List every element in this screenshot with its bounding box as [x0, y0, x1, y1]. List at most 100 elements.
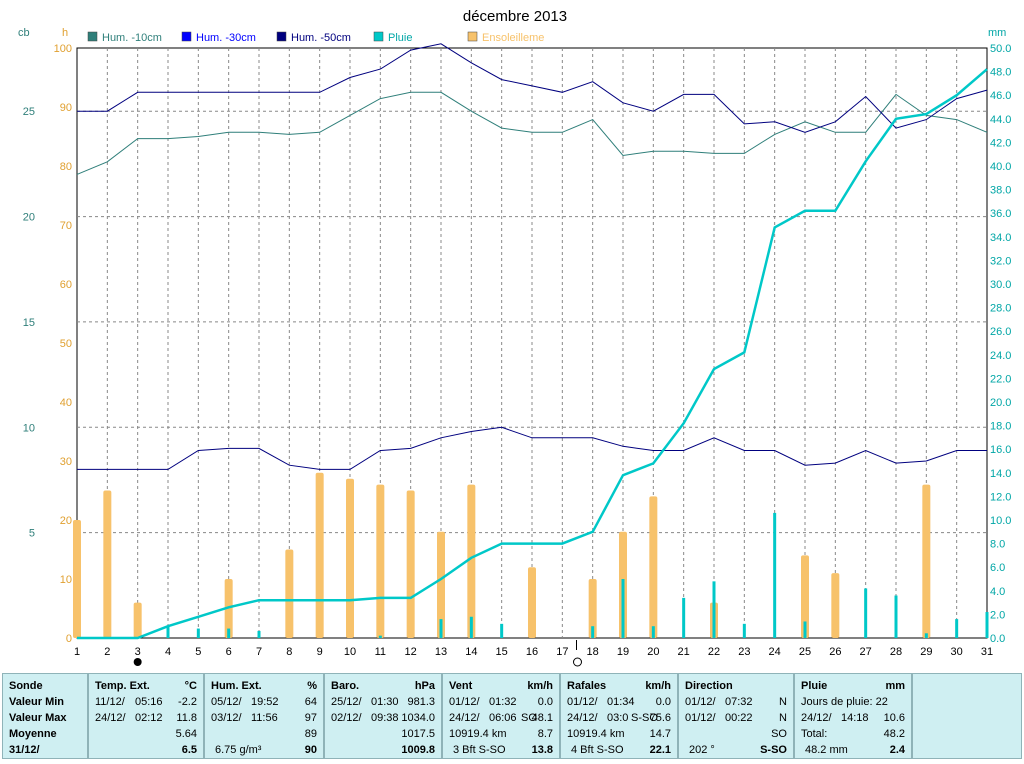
sunshine-bar	[346, 478, 354, 638]
direction-deg: 202 °	[689, 744, 715, 756]
x-tick-label: 16	[526, 646, 538, 658]
rain-bar	[773, 512, 777, 638]
hum-header: Hum. Ext.	[211, 680, 262, 692]
mm-tick-label: 34.0	[990, 232, 1011, 244]
x-tick-label: 13	[435, 646, 447, 658]
temp-current: 6.5	[181, 744, 197, 756]
direction-current: S-SO	[760, 744, 787, 756]
mm-tick-label: 44.0	[990, 114, 1011, 126]
sunshine-bar	[922, 484, 931, 638]
sunshine-bar	[437, 531, 445, 638]
sunshine-bar	[103, 490, 112, 638]
temp-avg: 5.64	[175, 728, 197, 740]
chart-grid	[76, 47, 988, 639]
baro-avg: 1017.5	[401, 728, 435, 740]
rain-bar	[924, 633, 928, 638]
mm-tick-label: 20.0	[990, 397, 1011, 409]
sonde-date: 31/12/	[9, 744, 40, 756]
mm-tick-label: 0.0	[990, 633, 1005, 645]
rain-bar	[227, 628, 231, 638]
cb-tick-label: 5	[29, 528, 35, 540]
legend-swatch	[373, 31, 384, 42]
vent-min-val: 0.0	[537, 696, 553, 708]
sunshine-bar	[285, 549, 294, 638]
x-tick-label: 20	[647, 646, 659, 658]
rain-bar	[651, 626, 655, 638]
mm-tick-label: 28.0	[990, 303, 1011, 315]
vent-header: Vent	[449, 680, 473, 692]
rafales-unit: km/h	[645, 680, 671, 692]
sonde-avg-label: Moyenne	[9, 728, 57, 740]
hum-max-time: 11:56	[251, 712, 278, 724]
direction-max-time: 00:22	[725, 712, 753, 724]
vent-unit: km/h	[527, 680, 553, 692]
x-tick-label: 6	[226, 646, 232, 658]
panel-pluie: Pluie mm Jours de pluie: 22 24/12/14:18 10…	[794, 673, 912, 759]
sunshine-bar	[133, 602, 142, 638]
direction-header: Direction	[685, 680, 733, 692]
mm-tick-label: 32.0	[990, 255, 1011, 267]
rafales-min-date: 01/12/	[567, 696, 598, 708]
pluie-total-val: 48.2	[883, 728, 905, 740]
baro-header: Baro.	[331, 680, 360, 692]
rain-bar	[196, 628, 200, 638]
temp-header: Temp. Ext.	[95, 680, 150, 692]
sunshine-bar	[831, 573, 840, 638]
temp-max-date: 24/12/	[95, 712, 126, 724]
x-tick-label: 31	[981, 646, 993, 658]
rafales-min-time: 01:34	[607, 696, 635, 708]
mm-tick-label: 26.0	[990, 326, 1011, 338]
mm-axis-unit: mm	[988, 27, 1006, 39]
cb-axis-unit: cb	[18, 27, 30, 39]
panel-vent: Vent km/h 01/12/01:32 0.0 24/12/06:06 SO 48.…	[442, 673, 560, 759]
baro-max-val: 1034.0	[401, 712, 435, 724]
mm-tick-label: 48.0	[990, 67, 1011, 79]
mm-tick-label: 38.0	[990, 185, 1011, 197]
x-tick-label: 24	[769, 646, 781, 658]
legend-swatch	[276, 31, 287, 42]
mm-tick-label: 42.0	[990, 137, 1011, 149]
legend-swatch	[467, 31, 478, 42]
rafales-max-dir: S-SO	[631, 712, 658, 724]
vent-current: 13.8	[531, 744, 553, 756]
rafales-dist: 10919.4 km	[567, 728, 625, 740]
rafales-header: Rafales	[567, 680, 607, 692]
hum-unit: %	[307, 680, 317, 692]
pluie-max-val: 10.6	[883, 712, 905, 724]
mm-tick-label: 36.0	[990, 208, 1011, 220]
new-moon-icon	[133, 658, 142, 666]
x-tick-label: 5	[195, 646, 201, 658]
x-tick-label: 11	[375, 646, 386, 658]
legend-swatch	[181, 31, 192, 42]
rafales-current: 22.1	[649, 744, 671, 756]
sunshine-bar	[315, 472, 324, 638]
mm-tick-label: 14.0	[990, 468, 1011, 480]
x-tick-label: 25	[799, 646, 811, 658]
panel-direction: Direction 01/12/07:32 N 01/12/00:22 N SO 2…	[678, 673, 794, 759]
temp-min-time: 05:16	[135, 696, 163, 708]
pluie-current: 2.4	[889, 744, 905, 756]
baro-min-time: 01:30	[371, 696, 399, 708]
direction-min-date: 01/12/	[685, 696, 716, 708]
pluie-unit: mm	[885, 680, 905, 692]
x-tick-label: 17	[556, 646, 568, 658]
panel-sonde: Sonde Valeur Min Valeur Max Moyenne 31/1…	[2, 673, 88, 759]
rafales-avg: 14.7	[649, 728, 671, 740]
hum-abs: 6.75 g/m³	[215, 744, 262, 756]
vent-max-dir: SO	[521, 712, 537, 724]
h-tick-label: 40	[60, 397, 72, 409]
rain-bar	[682, 597, 686, 638]
x-tick-label: 28	[890, 646, 902, 658]
chart-bars	[73, 472, 989, 638]
pluie-total-label: Total:	[801, 728, 828, 740]
vent-bft: 3 Bft S-SO	[453, 744, 506, 756]
hum-avg: 89	[304, 728, 317, 740]
temp-unit: °C	[184, 680, 197, 692]
chart-title: décembre 2013	[463, 8, 567, 25]
x-tick-label: 29	[920, 646, 932, 658]
direction-avg: SO	[771, 728, 787, 740]
mm-tick-label: 4.0	[990, 586, 1005, 598]
temp-max-val: 11.8	[176, 712, 197, 724]
h-tick-label: 20	[60, 515, 72, 527]
hum-current: 90	[304, 744, 317, 756]
